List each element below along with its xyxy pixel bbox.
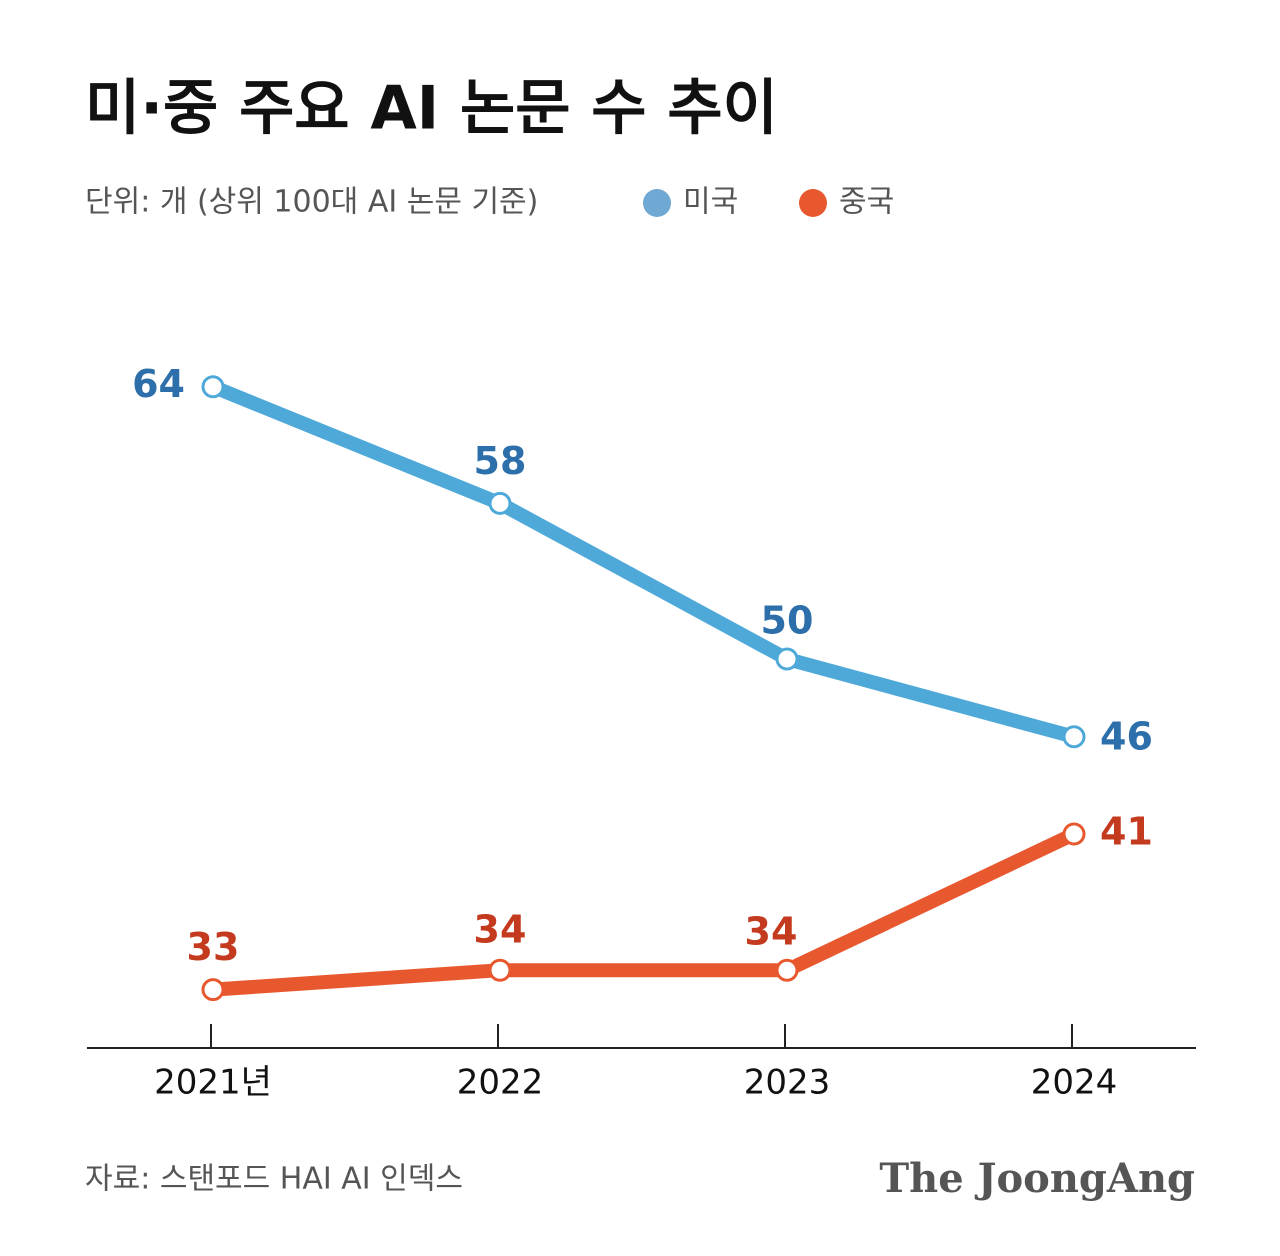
point bbox=[775, 958, 799, 982]
point bbox=[201, 978, 225, 1002]
point bbox=[1062, 725, 1086, 749]
data-label: 34 bbox=[474, 908, 527, 952]
legend-label: 미국 bbox=[683, 185, 738, 220]
legend-swatch bbox=[643, 189, 671, 217]
data-label: 33 bbox=[187, 925, 240, 969]
chart-title: 미·중 주요 AI 논문 수 추이 bbox=[85, 74, 778, 144]
data-label: 46 bbox=[1100, 714, 1153, 758]
data-label: 64 bbox=[132, 362, 185, 406]
logo: The JoongAng bbox=[879, 1155, 1195, 1202]
x-tick-label: 2023 bbox=[744, 1063, 831, 1103]
source-note: 자료: 스탠포드 HAI AI 인덱스 bbox=[85, 1162, 463, 1197]
point bbox=[488, 491, 512, 515]
legend-swatch bbox=[799, 189, 827, 217]
data-label: 41 bbox=[1100, 810, 1153, 854]
point bbox=[775, 647, 799, 671]
data-label: 58 bbox=[474, 439, 527, 483]
x-tick-label: 2022 bbox=[457, 1063, 544, 1103]
x-tick-label: 2021년 bbox=[154, 1063, 272, 1103]
line bbox=[210, 380, 1076, 744]
legend-label: 중국 bbox=[839, 185, 894, 220]
point bbox=[201, 375, 225, 399]
line bbox=[212, 827, 1078, 997]
point bbox=[488, 958, 512, 982]
data-label: 50 bbox=[761, 599, 814, 643]
chart-subtitle: 단위: 개 (상위 100대 AI 논문 기준) bbox=[85, 185, 538, 220]
point bbox=[1062, 822, 1086, 846]
x-tick-label: 2024 bbox=[1031, 1063, 1118, 1103]
data-label: 34 bbox=[745, 910, 798, 954]
